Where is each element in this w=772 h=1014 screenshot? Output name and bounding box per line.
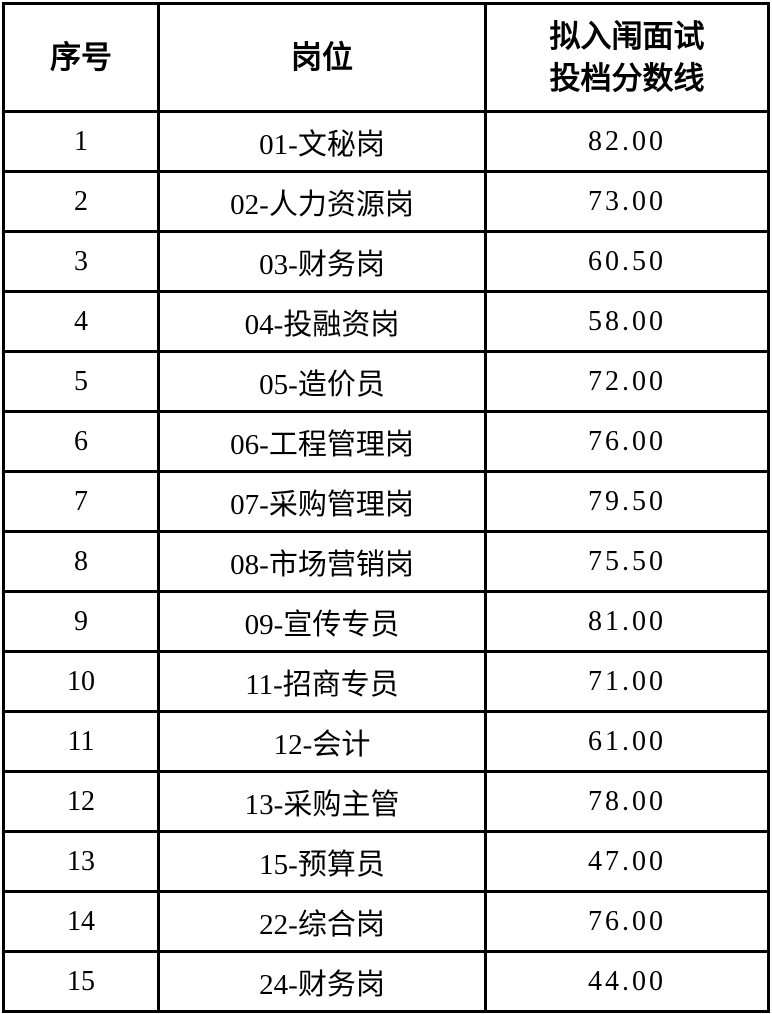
score-cell: 79.50 [484, 470, 770, 533]
header-position: 岗位 [157, 2, 487, 113]
score-cell: 58.00 [484, 290, 770, 353]
position-cell: 03-财务岗 [157, 230, 487, 293]
table-row: 7 07-采购管理岗 79.50 [2, 470, 770, 533]
table-row: 14 22-综合岗 76.00 [2, 890, 770, 953]
position-cell: 24-财务岗 [157, 950, 487, 1013]
table-row: 12 13-采购主管 78.00 [2, 770, 770, 833]
table-row: 5 05-造价员 72.00 [2, 350, 770, 413]
position-cell: 04-投融资岗 [157, 290, 487, 353]
score-cell: 81.00 [484, 590, 770, 653]
position-cell: 05-造价员 [157, 350, 487, 413]
table-row: 13 15-预算员 47.00 [2, 830, 770, 893]
score-cell: 78.00 [484, 770, 770, 833]
score-cell: 72.00 [484, 350, 770, 413]
table-row: 11 12-会计 61.00 [2, 710, 770, 773]
serial-cell: 4 [2, 290, 160, 353]
table-row: 6 06-工程管理岗 76.00 [2, 410, 770, 473]
position-cell: 12-会计 [157, 710, 487, 773]
serial-cell: 9 [2, 590, 160, 653]
score-cell: 47.00 [484, 830, 770, 893]
table-row: 4 04-投融资岗 58.00 [2, 290, 770, 353]
serial-cell: 6 [2, 410, 160, 473]
score-cell: 75.50 [484, 530, 770, 593]
score-cell: 76.00 [484, 890, 770, 953]
score-cell: 71.00 [484, 650, 770, 713]
score-cell: 82.00 [484, 110, 770, 173]
serial-cell: 8 [2, 530, 160, 593]
table-row: 3 03-财务岗 60.50 [2, 230, 770, 293]
position-cell: 11-招商专员 [157, 650, 487, 713]
table-row: 15 24-财务岗 44.00 [2, 950, 770, 1013]
header-score-line-2: 投档分数线 [549, 60, 705, 96]
serial-cell: 3 [2, 230, 160, 293]
serial-cell: 10 [2, 650, 160, 713]
serial-cell: 5 [2, 350, 160, 413]
score-cell: 76.00 [484, 410, 770, 473]
score-cell: 61.00 [484, 710, 770, 773]
serial-cell: 7 [2, 470, 160, 533]
table-row: 8 08-市场营销岗 75.50 [2, 530, 770, 593]
position-cell: 09-宣传专员 [157, 590, 487, 653]
serial-cell: 15 [2, 950, 160, 1013]
position-cell: 02-人力资源岗 [157, 170, 487, 233]
header-score-line: 拟入闱面试 投档分数线 [484, 2, 770, 113]
table-header-row: 序号 岗位 拟入闱面试 投档分数线 [2, 2, 770, 113]
header-score-line-1: 拟入闱面试 [549, 18, 705, 54]
position-cell: 13-采购主管 [157, 770, 487, 833]
score-cell: 44.00 [484, 950, 770, 1013]
table-row: 10 11-招商专员 71.00 [2, 650, 770, 713]
position-cell: 06-工程管理岗 [157, 410, 487, 473]
score-cell: 60.50 [484, 230, 770, 293]
serial-cell: 13 [2, 830, 160, 893]
score-cell: 73.00 [484, 170, 770, 233]
serial-cell: 2 [2, 170, 160, 233]
header-serial-number: 序号 [2, 2, 160, 113]
position-cell: 15-预算员 [157, 830, 487, 893]
table-row: 9 09-宣传专员 81.00 [2, 590, 770, 653]
position-cell: 01-文秘岗 [157, 110, 487, 173]
serial-cell: 14 [2, 890, 160, 953]
serial-cell: 12 [2, 770, 160, 833]
position-cell: 07-采购管理岗 [157, 470, 487, 533]
serial-cell: 1 [2, 110, 160, 173]
position-cell: 08-市场营销岗 [157, 530, 487, 593]
table-row: 1 01-文秘岗 82.00 [2, 110, 770, 173]
serial-cell: 11 [2, 710, 160, 773]
table-row: 2 02-人力资源岗 73.00 [2, 170, 770, 233]
position-cell: 22-综合岗 [157, 890, 487, 953]
